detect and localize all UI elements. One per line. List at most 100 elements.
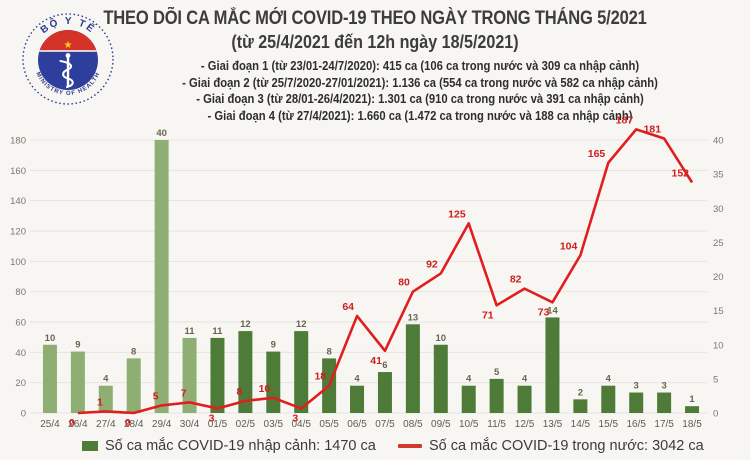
svg-text:30: 30 — [713, 204, 724, 215]
svg-text:14/5: 14/5 — [571, 419, 591, 430]
svg-text:0: 0 — [69, 417, 75, 429]
svg-text:08/5: 08/5 — [403, 419, 423, 430]
domestic-legend-swatch-icon — [398, 444, 422, 448]
bar-16-5 — [629, 392, 644, 413]
svg-text:104: 104 — [560, 240, 578, 252]
svg-text:1: 1 — [97, 396, 103, 408]
svg-text:0: 0 — [713, 409, 718, 420]
svg-text:180: 180 — [10, 136, 26, 147]
svg-text:40: 40 — [713, 136, 724, 147]
svg-text:12: 12 — [296, 319, 307, 330]
svg-text:4: 4 — [522, 374, 528, 385]
svg-text:20: 20 — [15, 378, 26, 389]
date-labels: 25/4 26/4 27/4 28/4 29/4 30/4 01/5 02/5 03/5 04/5… — [40, 419, 702, 430]
bar-06-5 — [350, 385, 365, 413]
svg-text:16/5: 16/5 — [626, 419, 646, 430]
svg-text:18: 18 — [314, 371, 326, 383]
bar-11-5 — [489, 378, 504, 413]
svg-text:160: 160 — [10, 166, 26, 177]
bar-25-4 — [42, 344, 57, 413]
svg-text:15: 15 — [713, 306, 724, 317]
svg-text:11: 11 — [185, 326, 196, 337]
svg-text:165: 165 — [588, 148, 606, 160]
svg-text:6: 6 — [382, 360, 387, 371]
svg-text:11/5: 11/5 — [487, 419, 506, 430]
svg-text:120: 120 — [10, 227, 26, 238]
svg-text:28/4: 28/4 — [124, 419, 144, 430]
bar-01-5 — [210, 337, 225, 413]
legend-domestic: Số ca mắc COVID-19 trong nước: 3042 ca — [398, 438, 704, 454]
logo-red-cap — [39, 30, 97, 51]
bar-26-4 — [70, 351, 85, 413]
svg-text:18/5: 18/5 — [682, 419, 702, 430]
svg-text:4: 4 — [606, 374, 612, 385]
svg-text:2: 2 — [578, 387, 583, 398]
phase-2-note: - Giai đoạn 2 (từ 25/7/2020-27/01/2021):… — [182, 75, 658, 90]
phase-3-note: - Giai đoạn 3 (từ 28/01-26/4/2021): 1.30… — [196, 92, 644, 106]
svg-text:4: 4 — [354, 374, 360, 385]
phase-4-note: - Giai đoạn 4 (từ 27/4/2021): 1.660 ca (… — [207, 108, 633, 123]
svg-text:30/4: 30/4 — [180, 419, 200, 430]
svg-text:14: 14 — [547, 305, 558, 316]
asclepius-staff-icon — [59, 53, 74, 89]
svg-text:3: 3 — [292, 412, 298, 424]
svg-text:35: 35 — [713, 170, 724, 181]
svg-text:10: 10 — [259, 383, 271, 395]
svg-text:25: 25 — [713, 238, 724, 249]
svg-text:4: 4 — [466, 374, 472, 385]
page-subtitle: (từ 25/4/2021 đến 12h ngày 18/5/2021) — [231, 31, 519, 52]
svg-text:3: 3 — [634, 381, 639, 392]
covid-daily-chart: 0204060801001201401601800510152025303540… — [10, 114, 723, 430]
svg-text:29/4: 29/4 — [152, 419, 172, 430]
svg-text:5: 5 — [153, 390, 159, 402]
svg-text:40: 40 — [156, 128, 167, 139]
ministry-of-health-logo: BỘ Y TẾ MINISTRY OF HEALTH ★ — [22, 13, 114, 105]
svg-text:60: 60 — [15, 318, 26, 329]
svg-text:82: 82 — [510, 274, 522, 286]
svg-text:04/5: 04/5 — [291, 419, 311, 430]
domestic-legend-label: Số ca mắc COVID-19 trong nước: 3042 ca — [429, 438, 704, 454]
bar-04-5 — [294, 331, 309, 413]
svg-text:3: 3 — [661, 381, 666, 392]
bar-28-4 — [126, 358, 141, 413]
bar-14-5 — [573, 399, 588, 413]
svg-text:92: 92 — [426, 258, 438, 270]
svg-text:12/5: 12/5 — [515, 419, 535, 430]
bar-15-5 — [601, 385, 616, 413]
svg-text:05/5: 05/5 — [319, 419, 339, 430]
svg-text:13/5: 13/5 — [543, 419, 563, 430]
svg-text:09/5: 09/5 — [431, 419, 451, 430]
bar-09-5 — [433, 344, 448, 413]
svg-text:1: 1 — [689, 394, 695, 405]
logo-dotted-ring — [22, 13, 114, 105]
page-title: THEO DÕI CA MẮC MỚI COVID-19 THEO NGÀY T… — [103, 8, 647, 29]
bar-18-5 — [685, 406, 700, 413]
svg-text:13: 13 — [408, 312, 419, 323]
svg-text:20: 20 — [713, 272, 724, 283]
svg-text:5: 5 — [494, 367, 500, 378]
bar-10-5 — [461, 385, 476, 413]
gridlines — [30, 139, 707, 414]
domestic-cases-line — [77, 128, 694, 415]
svg-text:17/5: 17/5 — [654, 419, 674, 430]
svg-text:8: 8 — [237, 386, 243, 398]
svg-text:7: 7 — [181, 387, 187, 399]
svg-text:01/5: 01/5 — [208, 419, 228, 430]
svg-text:07/5: 07/5 — [375, 419, 395, 430]
svg-text:181: 181 — [644, 123, 662, 135]
bar-17-5 — [657, 392, 672, 413]
svg-text:73: 73 — [538, 306, 550, 318]
svg-text:0: 0 — [125, 417, 131, 429]
svg-text:8: 8 — [326, 346, 331, 357]
svg-text:03/5: 03/5 — [264, 419, 284, 430]
svg-text:80: 80 — [398, 277, 410, 289]
svg-text:10: 10 — [713, 340, 724, 351]
svg-text:0: 0 — [21, 409, 26, 420]
svg-text:11: 11 — [212, 326, 223, 337]
phase-notes: - Giai đoạn 1 (từ 23/01-24/7/2020): 415 … — [150, 58, 690, 124]
bar-30-4 — [182, 337, 197, 413]
svg-text:10: 10 — [436, 333, 447, 344]
svg-text:5: 5 — [713, 374, 718, 385]
